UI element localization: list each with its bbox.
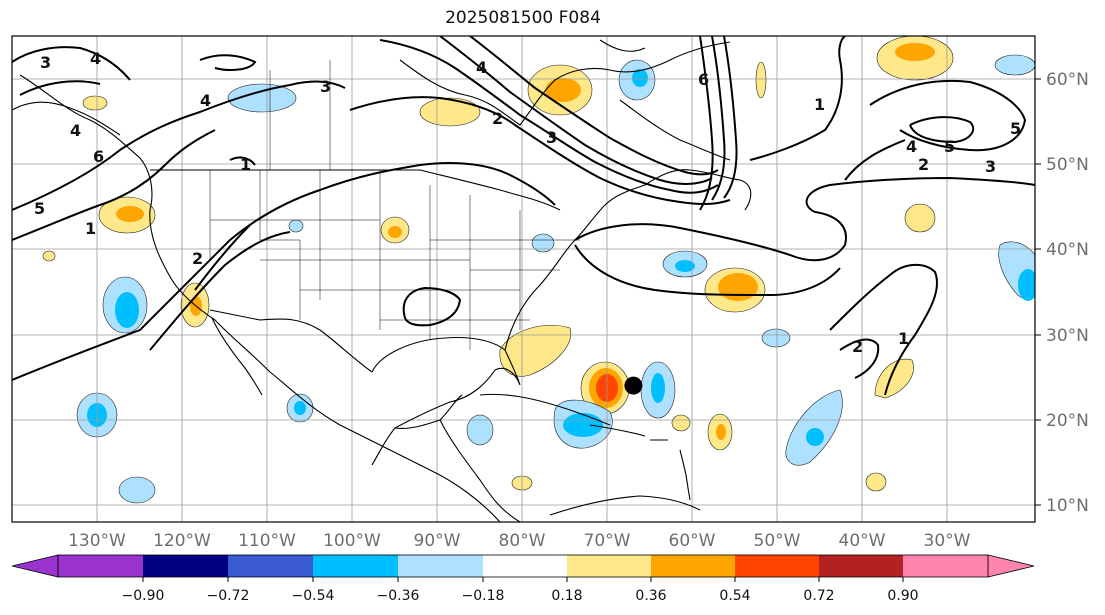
contour-labels: 1 2 3 4 5 6 1 2 3 4 1 2 3 4 5 5 1 2 6 3 … [34, 49, 1021, 356]
lon-label: 100°W [323, 531, 381, 551]
contours [12, 36, 1035, 396]
map-frame [11, 35, 1036, 523]
contour-label: 3 [40, 53, 51, 72]
latitude-labels: 60°N 50°N 40°N 30°N 20°N 10°N [1035, 70, 1089, 516]
contour-label: 1 [814, 95, 825, 114]
colorbar-bin [313, 555, 398, 577]
colorbar: −0.90 −0.72 −0.54 −0.36 −0.18 0.18 0.36 … [11, 554, 1035, 604]
colorbar-bin [735, 555, 819, 577]
colorbar-bin [567, 555, 651, 577]
colorbar-bin [58, 555, 143, 577]
lon-label: 90°W [414, 531, 461, 551]
contour-label: 2 [192, 249, 203, 268]
contour-label: 6 [698, 70, 709, 89]
contour-label: 5 [944, 137, 955, 156]
lat-label: 20°N [1046, 411, 1089, 431]
colorbar-bin [819, 555, 903, 577]
lon-label: 30°W [924, 531, 971, 551]
colorbar-tick-label: −0.72 [207, 588, 250, 604]
colorbar-tick-label: −0.36 [377, 588, 420, 604]
lon-label: 80°W [499, 531, 546, 551]
colorbar-tick-label: 0.18 [551, 588, 582, 604]
contour-label: 4 [70, 121, 81, 140]
colorbar-bin [398, 555, 483, 577]
contour-label: 5 [34, 199, 45, 218]
contour-label: 4 [90, 49, 101, 68]
colorbar-ticks [142, 577, 904, 582]
colorbar-tick-label: −0.90 [122, 588, 165, 604]
anomaly-shading [42, 36, 1035, 504]
colorbar-tick-label: 0.90 [887, 588, 918, 604]
map-background [12, 36, 1035, 522]
colorbar-bin [483, 555, 567, 577]
contour-label: 4 [200, 91, 211, 110]
contour-label: 1 [85, 219, 96, 238]
lon-label: 70°W [584, 531, 631, 551]
lon-label: 120°W [153, 531, 211, 551]
colorbar-bin [143, 555, 228, 577]
contour-label: 6 [93, 147, 104, 166]
contour-label: 2 [492, 109, 503, 128]
contour-label: 2 [852, 337, 863, 356]
colorbar-tick-label: 0.36 [635, 588, 666, 604]
lon-label: 50°W [754, 531, 801, 551]
contour-label: 4 [476, 58, 487, 77]
lat-label: 30°N [1046, 326, 1089, 346]
contour-label: 1 [898, 329, 909, 348]
contour-label: 3 [320, 77, 331, 96]
colorbar-tick-label: 0.72 [803, 588, 834, 604]
map-layers: 1 2 3 4 5 6 1 2 3 4 1 2 3 4 5 5 1 2 6 3 … [12, 36, 1035, 522]
lon-label: 60°W [669, 531, 716, 551]
lat-label: 60°N [1046, 70, 1089, 90]
coastlines [12, 39, 752, 522]
lon-label: 130°W [68, 531, 126, 551]
graticule [12, 36, 1035, 522]
colorbar-tick-label: 0.54 [719, 588, 750, 604]
lon-label: 40°W [839, 531, 886, 551]
contour-label: 2 [918, 155, 929, 174]
longitude-labels: 130°W 120°W 110°W 100°W 90°W 80°W 70°W 6… [68, 531, 971, 551]
lat-label: 50°N [1046, 155, 1089, 175]
map-title: 2025081500 F084 [445, 8, 601, 28]
contour-label: 3 [546, 128, 557, 147]
colorbar-bin [228, 555, 313, 577]
state-borders [209, 60, 580, 350]
contour-label: 3 [985, 157, 996, 176]
colorbar-tick-label: −0.54 [292, 588, 335, 604]
contour-label: 4 [906, 137, 917, 156]
lat-label: 10°N [1046, 496, 1089, 516]
colorbar-bin [651, 555, 735, 577]
colorbar-extend-min [11, 554, 59, 578]
colorbar-tick-label: −0.18 [462, 588, 505, 604]
storm-center-marker [624, 376, 643, 395]
contour-label: 1 [240, 155, 251, 174]
colorbar-extend-max [987, 554, 1035, 578]
lat-label: 40°N [1046, 240, 1089, 260]
colorbar-bin [903, 555, 988, 577]
lon-label: 110°W [238, 531, 296, 551]
contour-label: 5 [1010, 119, 1021, 138]
